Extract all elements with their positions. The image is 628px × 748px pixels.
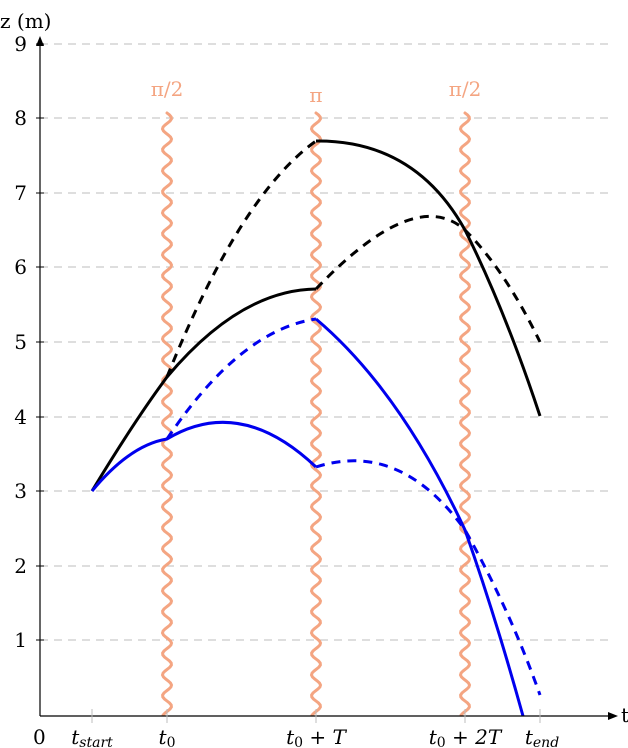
t0-base: t: [159, 725, 168, 748]
y-tick-label-3: 3: [14, 479, 27, 503]
t-end-sub: end: [533, 735, 559, 748]
y-tick-label-9: 9: [14, 32, 27, 56]
t-tick-label-t0T: t0 + T: [286, 725, 347, 748]
t-end-base: t: [525, 725, 534, 748]
t-start-sub: start: [79, 735, 113, 748]
t-axis-label: t: [621, 703, 628, 727]
t-axis-arrow: [608, 712, 618, 720]
t0T-sub: 0: [294, 735, 303, 748]
t-tick-label-t0: t0: [159, 725, 176, 748]
upper-arm-d-dashed-path: [314, 214, 542, 343]
pulse-wave-1: [160, 111, 174, 717]
t0T-rest: + T: [303, 725, 347, 748]
upper-arm-b-dashed-path: [165, 139, 317, 378]
y-tick-label-6: 6: [14, 255, 27, 279]
lower-arm-b-dashed-path: [165, 317, 317, 440]
t-start-base: t: [71, 725, 80, 748]
t02T-sub: 0: [437, 735, 446, 748]
pulse-label-1: π/2: [151, 77, 184, 101]
pulse-wave-2: [309, 111, 323, 717]
t02T-base: t: [429, 725, 438, 748]
y-tick-label-8: 8: [14, 106, 27, 130]
lower-arm-a-path: [90, 420, 318, 492]
z-axis-label: z (m): [0, 9, 51, 33]
trajectories: [90, 139, 542, 717]
pulse-label-3: π/2: [449, 77, 482, 101]
lower-arm-d-dashed-path: [315, 459, 542, 696]
origin-label: 0: [33, 725, 46, 748]
axes: [36, 36, 618, 723]
t02T-rest: + 2T: [446, 725, 503, 748]
y-tick-label-4: 4: [14, 405, 27, 429]
pulse-label-2: π: [309, 83, 322, 107]
t-tick-label-t02T: t0 + 2T: [429, 725, 503, 748]
t0T-base: t: [286, 725, 295, 748]
t-tick-label-end: tend: [525, 725, 559, 748]
upper-arm-c-path: [315, 139, 542, 417]
pulse-wave-3: [458, 111, 472, 717]
gridlines: [40, 43, 612, 641]
y-tick-label-1: 1: [14, 628, 27, 652]
y-tick-label-7: 7: [14, 181, 27, 205]
t0-sub: 0: [167, 735, 176, 748]
y-tick-label-5: 5: [14, 330, 27, 354]
y-tick-label-2: 2: [14, 554, 27, 578]
lower-arm-c-path: [315, 317, 525, 717]
laser-pulses: [160, 111, 472, 717]
upper-arm-a-path: [90, 287, 317, 492]
t-tick-label-start: tstart: [71, 725, 113, 748]
